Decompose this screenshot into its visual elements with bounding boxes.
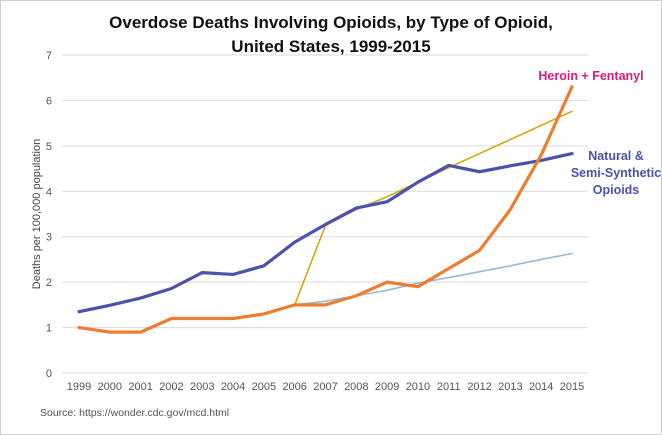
annotation-natural-semisynthetic: Semi-Synthetic [571, 166, 661, 180]
y-tick-label: 1 [46, 323, 52, 335]
annotation-natural-semisynthetic: Opioids [593, 183, 640, 197]
x-tick-label: 2003 [190, 381, 214, 393]
y-tick-label: 0 [46, 368, 52, 380]
y-axis-ticks: 0 1 2 3 4 5 6 7 [46, 50, 52, 380]
x-tick-label: 2008 [344, 381, 368, 393]
chart-title-line: United States, 1999-2015 [231, 37, 430, 56]
x-tick-label: 2005 [252, 381, 276, 393]
y-axis-title: Deaths per 100,000 population [31, 139, 43, 289]
y-tick-label: 6 [46, 95, 52, 107]
y-tick-label: 3 [46, 232, 52, 244]
x-tick-label: 2002 [159, 381, 183, 393]
x-axis-ticks: 1999 2000 2001 2002 2003 2004 2005 2006 2007 2008… [67, 381, 584, 393]
y-tick-label: 2 [46, 277, 52, 289]
y-axis-label: Deaths per 100,000 population [31, 139, 43, 289]
x-tick-label: 2009 [375, 381, 399, 393]
chart-title-line: Overdose Deaths Involving Opioids, by Ty… [109, 13, 553, 32]
x-tick-label: 2001 [128, 381, 152, 393]
chart-title: Overdose Deaths Involving Opioids, by Ty… [109, 13, 553, 56]
x-tick-label: 2012 [467, 381, 491, 393]
annotations: Heroin + Fentanyl Natural & Semi-Synthetic… [538, 69, 661, 197]
x-tick-label: 2007 [313, 381, 337, 393]
source-note: Source: https://wonder.cdc.gov/mcd.html [40, 407, 229, 419]
series-line-natural-semisynthetic [77, 151, 574, 314]
series-line-heroin-fentanyl [77, 85, 574, 334]
annotation-heroin-fentanyl: Heroin + Fentanyl [538, 69, 643, 83]
annotation-natural-semisynthetic: Natural & [588, 149, 644, 163]
y-tick-label: 4 [46, 186, 52, 198]
series-line-trend-heroin [293, 252, 573, 306]
series-lines [77, 85, 574, 334]
x-tick-label: 1999 [67, 381, 91, 393]
y-tick-label: 5 [46, 141, 52, 153]
x-tick-label: 2006 [282, 381, 306, 393]
x-tick-label: 2011 [437, 381, 461, 393]
x-tick-label: 2015 [560, 381, 584, 393]
gridlines [62, 54, 588, 374]
y-tick-label: 7 [46, 50, 52, 62]
source-text: Source: https://wonder.cdc.gov/mcd.html [40, 407, 229, 419]
x-tick-label: 2013 [498, 381, 522, 393]
x-tick-label: 2004 [221, 381, 245, 393]
x-tick-label: 2000 [98, 381, 122, 393]
x-tick-label: 2010 [406, 381, 430, 393]
x-tick-label: 2014 [529, 381, 553, 393]
